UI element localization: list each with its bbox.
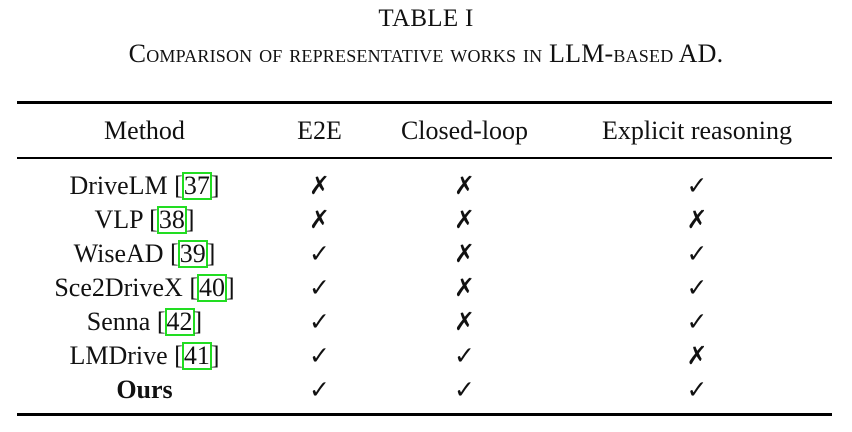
citation-link[interactable]: 38 xyxy=(156,205,187,234)
header-method: Method xyxy=(104,116,185,145)
closed-loop-mark: ✗ xyxy=(454,205,475,234)
method-cell: DriveLM [37] xyxy=(17,169,272,203)
e2e-mark: ✓ xyxy=(309,307,330,336)
method-cell: LMDrive [41] xyxy=(17,339,272,373)
citation[interactable]: [39] xyxy=(170,239,216,268)
closed-loop-mark: ✗ xyxy=(454,273,475,302)
header-rule xyxy=(17,157,832,159)
method-name: DriveLM xyxy=(69,171,168,200)
method-cell: VLP [38] xyxy=(17,203,272,237)
explicit-reasoning-mark: ✓ xyxy=(686,273,708,302)
closed-loop-mark: ✗ xyxy=(454,171,475,200)
e2e-mark: ✓ xyxy=(309,273,330,302)
explicit-reasoning-mark: ✓ xyxy=(686,171,708,200)
citation[interactable]: [41] xyxy=(174,341,220,370)
citation-link[interactable]: 39 xyxy=(177,239,208,268)
top-rule xyxy=(17,101,832,104)
e2e-mark: ✓ xyxy=(309,375,330,404)
e2e-mark: ✓ xyxy=(309,341,330,370)
citation-link[interactable]: 42 xyxy=(164,307,195,336)
method-name: WiseAD xyxy=(73,239,164,268)
table-row: LMDrive [41] ✓ ✓ ✗ xyxy=(0,339,852,373)
table-row: Ours ✓ ✓ ✓ xyxy=(0,373,852,407)
explicit-reasoning-mark: ✓ xyxy=(686,375,708,404)
method-name: Senna xyxy=(86,307,151,336)
closed-loop-mark: ✓ xyxy=(454,341,475,370)
citation-link[interactable]: 40 xyxy=(197,273,227,302)
closed-loop-mark: ✗ xyxy=(454,307,475,336)
closed-loop-mark: ✗ xyxy=(454,239,475,268)
table-caption: Comparison of representative works in LL… xyxy=(128,39,724,68)
method-name: VLP xyxy=(94,205,143,234)
header-explicit-reasoning: Explicit reasoning xyxy=(602,116,792,145)
method-cell: Senna [42] xyxy=(17,305,272,339)
explicit-reasoning-mark: ✗ xyxy=(686,341,708,370)
citation[interactable]: [38] xyxy=(149,205,195,234)
table-row: Senna [42] ✓ ✗ ✓ xyxy=(0,305,852,339)
citation[interactable]: [42] xyxy=(156,307,203,336)
table-number: TABLE I xyxy=(378,5,474,32)
explicit-reasoning-mark: ✓ xyxy=(686,239,708,268)
bottom-rule xyxy=(17,413,832,416)
method-cell: WiseAD [39] xyxy=(17,237,272,271)
e2e-mark: ✗ xyxy=(309,205,330,234)
e2e-mark: ✓ xyxy=(309,239,330,268)
closed-loop-mark: ✓ xyxy=(454,375,475,404)
method-name: Ours xyxy=(116,375,173,404)
method-cell: Sce2DriveX [40] xyxy=(17,271,272,305)
method-name: Sce2DriveX xyxy=(54,273,183,302)
table-row: VLP [38] ✗ ✗ ✗ xyxy=(0,203,852,237)
method-cell: Ours xyxy=(17,373,272,407)
explicit-reasoning-mark: ✗ xyxy=(686,205,708,234)
citation[interactable]: [37] xyxy=(174,171,220,200)
table-row: Sce2DriveX [40] ✓ ✗ ✓ xyxy=(0,271,852,305)
explicit-reasoning-mark: ✓ xyxy=(686,307,708,336)
citation[interactable]: [40] xyxy=(189,273,235,302)
header-e2e: E2E xyxy=(297,116,342,145)
method-name: LMDrive xyxy=(69,341,168,370)
e2e-mark: ✗ xyxy=(309,171,330,200)
header-closed-loop: Closed-loop xyxy=(400,116,529,145)
citation-link[interactable]: 41 xyxy=(181,341,212,370)
table-row: DriveLM [37] ✗ ✗ ✓ xyxy=(0,169,852,203)
table-row: WiseAD [39] ✓ ✗ ✓ xyxy=(0,237,852,271)
citation-link[interactable]: 37 xyxy=(181,171,212,200)
